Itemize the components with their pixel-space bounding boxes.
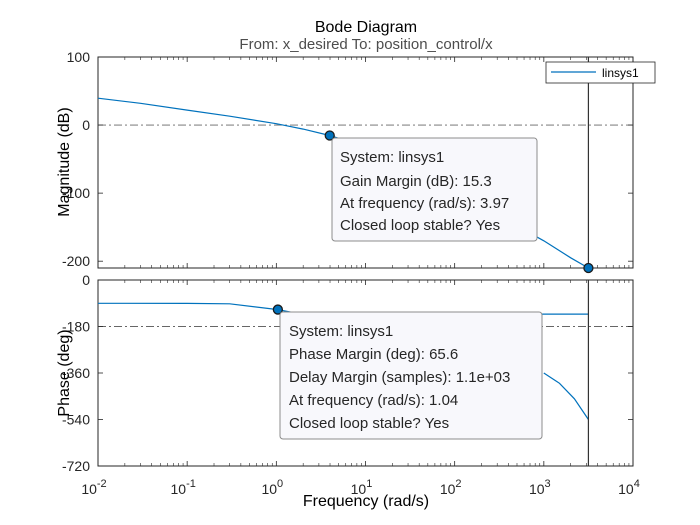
x-tick-label: 100 (261, 478, 283, 497)
chart-subtitle: From: x_desired To: position_control/x (239, 36, 493, 53)
x-tick-label: 101 (351, 478, 373, 497)
y-tick-label: -180 (62, 319, 90, 335)
x-tick-label: 104 (618, 478, 640, 497)
phase-ticks: 0 -180 -360 -540 -720 (62, 272, 633, 474)
datatip-line: System: linsys1 (289, 323, 393, 340)
y-tick-label: -200 (62, 253, 90, 269)
phase-axis-label: Phase (deg) (56, 329, 73, 416)
phase-droop-line (543, 372, 589, 420)
magnitude-axis-label: Magnitude (dB) (56, 107, 73, 216)
phase-margin-datatip[interactable]: System: linsys1 Phase Margin (deg): 65.6… (279, 311, 543, 440)
gain-margin-datatip[interactable]: System: linsys1 Gain Margin (dB): 15.3 A… (331, 137, 538, 242)
y-tick-label: -360 (62, 365, 90, 381)
datatip-line: At frequency (rad/s): 3.97 (340, 195, 509, 212)
datatip-box (279, 311, 543, 440)
magnitude-end-marker (583, 262, 594, 274)
y-tick-label: -720 (62, 458, 90, 474)
datatip-line: Closed loop stable? Yes (340, 217, 500, 234)
y-tick-label: -100 (62, 185, 90, 201)
legend[interactable]: linsys1 (545, 61, 656, 84)
x-tick-label: 103 (529, 478, 551, 497)
y-tick-label: 0 (82, 117, 90, 133)
gain-margin-marker (324, 130, 335, 141)
x-ticks: 10-2 10-1 100 101 102 103 104 (81, 57, 640, 497)
datatip-line: Phase Margin (deg): 65.6 (289, 346, 458, 363)
x-axis-label: Frequency (rad/s) (303, 493, 429, 510)
x-tick-label: 10-2 (81, 478, 106, 497)
chart-title: Bode Diagram (315, 19, 417, 36)
phase-margin-marker (272, 304, 284, 315)
margin-markers (272, 130, 594, 315)
x-tick-label: 10-1 (170, 478, 195, 497)
legend-box (545, 61, 656, 84)
y-tick-label: -540 (62, 412, 90, 428)
datatip-line: Closed loop stable? Yes (289, 415, 449, 432)
legend-entry: linsys1 (602, 66, 639, 80)
datatip-line: At frequency (rad/s): 1.04 (289, 392, 458, 409)
datatip-line: Delay Margin (samples): 1.1e+03 (289, 369, 510, 386)
x-tick-label: 102 (440, 478, 462, 497)
y-tick-label: 100 (67, 49, 91, 65)
y-tick-label: 0 (82, 272, 90, 288)
datatip-line: System: linsys1 (340, 149, 444, 166)
magnitude-ticks: 100 0 -100 -200 (62, 49, 633, 269)
datatip-box (331, 137, 538, 242)
datatip-line: Gain Margin (dB): 15.3 (340, 173, 492, 190)
